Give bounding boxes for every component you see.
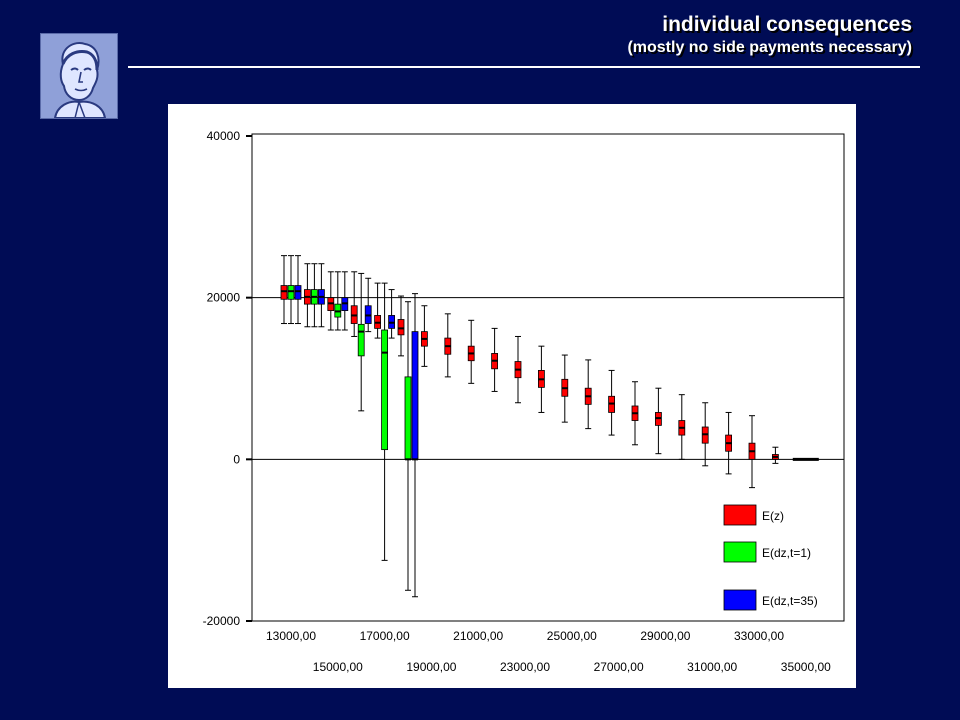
legend-swatch-1 xyxy=(723,541,757,563)
x-tick-label-row1-4: 29000,00 xyxy=(640,629,690,643)
legend-swatch-0 xyxy=(723,504,757,526)
box-1-0-body xyxy=(287,285,295,300)
y-tick-label-2: 0 xyxy=(233,452,240,466)
legend-label-2: E(dz,t=35) xyxy=(762,594,818,608)
title-rule xyxy=(128,66,920,68)
x-tick-label-row1-5: 33000,00 xyxy=(734,629,784,643)
box-0-5-body xyxy=(397,319,405,336)
slide-title: individual consequences xyxy=(662,13,912,36)
x-tick-label-row2-3: 27000,00 xyxy=(594,660,644,674)
slide-title-block: individual consequences (mostly no side … xyxy=(627,12,912,58)
legend-label-0: E(z) xyxy=(762,509,784,523)
legend-label-1: E(dz,t=1) xyxy=(762,546,811,560)
chart-panel: 40000 20000 0 -20000 13000,00 17000,00 21000,0… xyxy=(168,104,856,688)
x-tick-label-row1-3: 25000,00 xyxy=(547,629,597,643)
x-tick-label-row2-1: 19000,00 xyxy=(406,660,456,674)
goethe-portrait-icon xyxy=(40,33,118,119)
box-1-5-body xyxy=(404,376,412,460)
slide-subtitle: (mostly no side payments necessary) xyxy=(627,39,912,56)
box-2-5-body xyxy=(411,331,419,460)
x-tick-label-row2-0: 15000,00 xyxy=(313,660,363,674)
box-1-4-body xyxy=(381,329,389,451)
box-1-3-body xyxy=(357,323,365,357)
x-tick-label-row2-5: 35000,00 xyxy=(781,660,831,674)
x-tick-label-row1-2: 21000,00 xyxy=(453,629,503,643)
box-2-0-body xyxy=(294,285,302,300)
y-tick-label-1: 20000 xyxy=(207,291,241,305)
y-tick-label-0: 40000 xyxy=(207,129,241,143)
x-tick-label-row2-4: 31000,00 xyxy=(687,660,737,674)
plot-frame xyxy=(251,133,845,622)
boxplot-chart: 40000 20000 0 -20000 13000,00 17000,00 21000,0… xyxy=(203,129,845,674)
x-tick-label-row2-2: 23000,00 xyxy=(500,660,550,674)
legend-swatch-2 xyxy=(723,589,757,611)
box-0-0-body xyxy=(280,285,288,300)
x-tick-label-row1-1: 17000,00 xyxy=(360,629,410,643)
y-tick-label-3: -20000 xyxy=(203,614,241,628)
x-tick-label-row1-0: 13000,00 xyxy=(266,629,316,643)
